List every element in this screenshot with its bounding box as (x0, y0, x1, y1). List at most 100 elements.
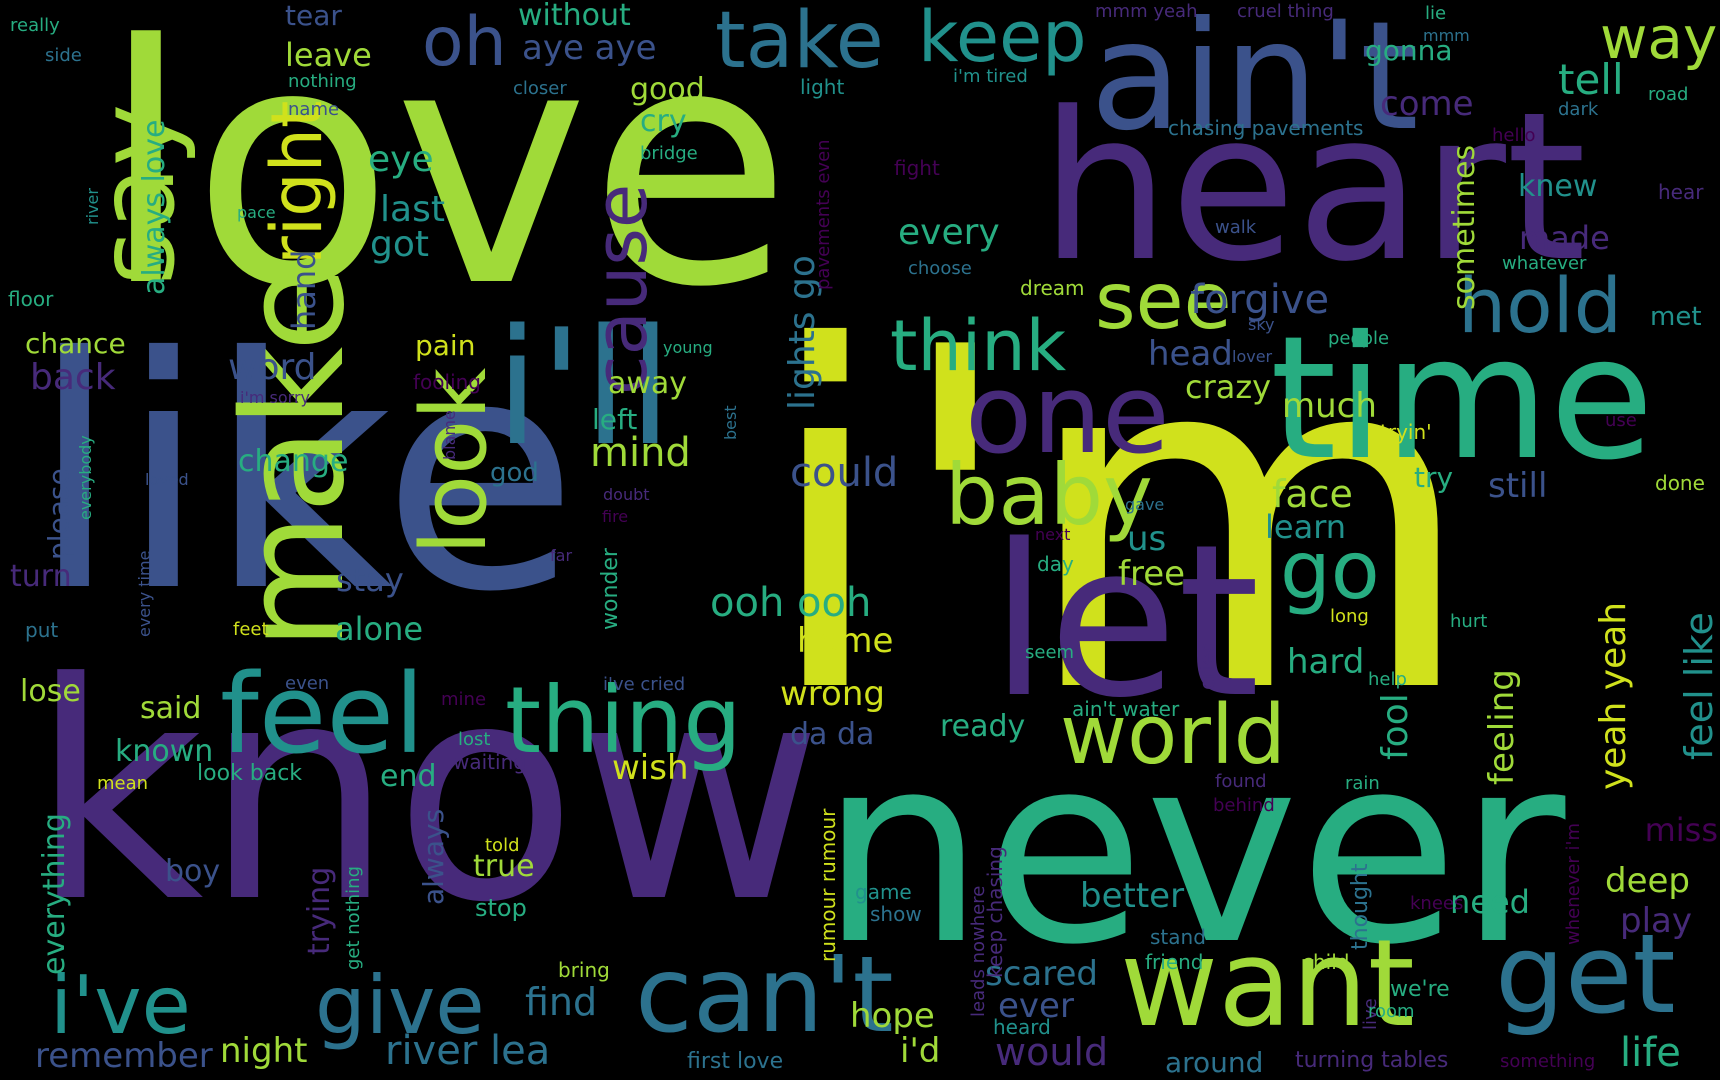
word-ive: i've (50, 959, 191, 1053)
word-like: like (30, 289, 579, 662)
word-seem: seem (1025, 642, 1075, 664)
word-remember: remember (35, 1035, 213, 1076)
word-gave: gave (1125, 495, 1165, 515)
word-look-back: look back (197, 760, 303, 786)
word-face: face (1272, 472, 1353, 517)
word-heart: heart (1040, 69, 1587, 308)
word-turning-tables: turning tables (1295, 1047, 1449, 1073)
word-mine: mine (441, 689, 487, 711)
word-alone: alone (335, 609, 424, 648)
word-cried: cried (1195, 640, 1219, 690)
word-every: every (898, 211, 1000, 253)
word-feeling: feeling (1482, 669, 1522, 785)
word-road: road (1648, 84, 1689, 106)
word-hope: hope (850, 995, 935, 1036)
word-back: back (30, 356, 116, 398)
word-good: good (630, 72, 705, 108)
word-free: free (1118, 553, 1186, 594)
word-da-da: da da (790, 717, 875, 753)
word-need: need (1450, 882, 1530, 921)
word-every-time: every time (135, 550, 154, 637)
word-better: better (1080, 875, 1185, 916)
word-cry: cry (640, 104, 687, 140)
word-everybody: everybody (76, 435, 95, 520)
word-whenever-im: whenever i'm (1563, 822, 1584, 945)
word-told: told (485, 835, 520, 857)
word-young: young (663, 338, 713, 358)
word-hurt: hurt (1450, 611, 1488, 633)
word-mean: mean (97, 773, 149, 795)
word-play: play (1620, 900, 1692, 941)
word-world: world (1060, 687, 1286, 783)
word-hand: hand (285, 249, 323, 330)
word-cruel-thing: cruel thing (1237, 1, 1334, 23)
word-choose: choose (908, 258, 972, 280)
word-even: even (285, 673, 330, 695)
word-see: see (1095, 257, 1232, 348)
word-help: help (1368, 669, 1407, 691)
word-get-nothing: get nothing (343, 865, 364, 970)
word-rain: rain (1345, 773, 1380, 795)
word-behind: behind (1213, 795, 1275, 817)
word-known: known (115, 734, 214, 770)
word-wonder: wonder (598, 548, 623, 630)
word-trying: trying (302, 866, 337, 955)
word-away: away (608, 366, 688, 402)
word-never: never (820, 699, 1566, 1002)
word-chance: chance (25, 327, 126, 361)
word-bridge: bridge (640, 143, 698, 165)
word-mmm-yeah: mmm yeah (1095, 1, 1198, 23)
word-light: light (800, 74, 845, 99)
word-us: us (1127, 518, 1167, 559)
word-dream: dream (1020, 275, 1085, 300)
word-give: give (315, 959, 485, 1053)
word-miss: miss (1644, 810, 1718, 849)
word-im: i'm (760, 248, 1478, 796)
word-fire: fire (602, 507, 629, 527)
word-heard: heard (993, 1014, 1051, 1039)
word-baby: baby (945, 445, 1153, 544)
word-oh: oh (422, 3, 507, 83)
word-lie: lie (1425, 3, 1447, 25)
word-god: god (490, 458, 539, 489)
word-lost: lost (458, 729, 491, 751)
word-life: life (1620, 1030, 1681, 1077)
word-hard: hard (1287, 641, 1365, 682)
word-ooh-ooh: ooh ooh (710, 580, 872, 627)
word-long: long (1330, 606, 1369, 628)
word-cant: can't (635, 934, 894, 1057)
word-pace: pace (237, 203, 276, 223)
word-really: really (10, 15, 60, 37)
word-im-sorry: i'm sorry (240, 388, 310, 408)
word-tryin: tryin' (1380, 419, 1432, 444)
word-please: please (42, 468, 75, 560)
word-best: best (721, 405, 740, 440)
word-ever: ever (998, 985, 1074, 1026)
word-made: made (1519, 218, 1610, 257)
word-true: true (473, 849, 535, 885)
word-aint-water: ain't water (1072, 696, 1180, 721)
word-leave: leave (285, 35, 372, 74)
word-said: said (140, 691, 202, 727)
word-keep: keep (918, 0, 1087, 78)
word-stay: stay (336, 560, 404, 599)
word-friend: friend (1145, 949, 1204, 974)
word-game: game (855, 879, 912, 904)
word-show: show (870, 901, 922, 926)
word-go: go (1280, 524, 1380, 618)
word-got: got (370, 223, 429, 265)
word-feel-like: feel like (1677, 612, 1720, 760)
word-sometimes: sometimes (1447, 144, 1482, 310)
word-word: word (228, 346, 317, 388)
word-feet: feet (233, 619, 269, 641)
word-time: time (1270, 299, 1655, 498)
word-one: one (965, 349, 1170, 478)
word-tell: tell (1558, 55, 1624, 105)
word-left: left (592, 403, 638, 437)
word-hold: hold (1458, 261, 1623, 351)
word-people: people (1328, 328, 1390, 350)
word-ive-cried: i've cried (603, 674, 686, 696)
word-far: far (550, 546, 573, 566)
word-next: next (1035, 525, 1071, 545)
word-fight: fight (894, 155, 940, 180)
